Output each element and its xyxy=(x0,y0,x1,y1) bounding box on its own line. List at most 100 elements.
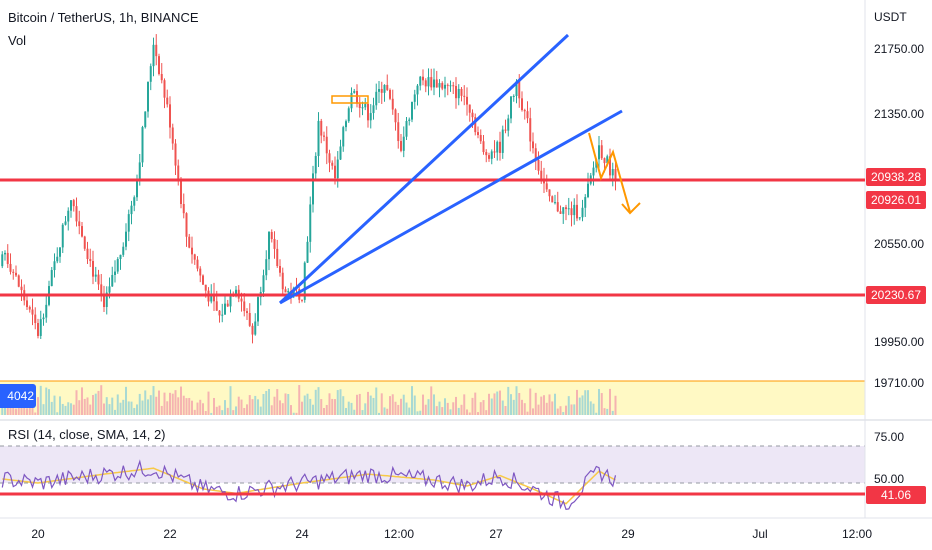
volume-bar xyxy=(20,406,23,415)
candle-body xyxy=(433,79,435,88)
volume-bar xyxy=(235,406,237,415)
volume-bar xyxy=(548,394,551,415)
volume-bar xyxy=(499,390,501,415)
projection-path[interactable] xyxy=(588,132,631,213)
volume-bar xyxy=(72,404,75,415)
candle-body xyxy=(221,314,224,316)
candle-body xyxy=(419,76,422,86)
candle-body xyxy=(61,224,64,248)
candle-body xyxy=(144,111,147,128)
candle-body xyxy=(284,289,287,293)
candle-body xyxy=(534,148,537,160)
candle-body xyxy=(452,85,455,87)
candle-body xyxy=(611,169,614,176)
volume-label[interactable]: Vol xyxy=(8,33,27,48)
candle-body xyxy=(510,96,512,119)
candle-body xyxy=(438,83,441,88)
volume-bar xyxy=(171,393,174,415)
rsi-label[interactable]: RSI (14, close, SMA, 14, 2) xyxy=(8,427,166,442)
currency-label: USDT xyxy=(874,10,907,24)
candle-body xyxy=(67,210,70,222)
candle-body xyxy=(301,299,303,301)
volume-bar xyxy=(254,395,257,415)
candle-body xyxy=(177,165,180,179)
volume-bar xyxy=(367,391,369,415)
candle-body xyxy=(449,85,452,87)
candle-body xyxy=(39,319,42,336)
candle-body xyxy=(182,203,185,214)
candle-body xyxy=(578,217,581,219)
volume-bar xyxy=(438,401,441,415)
volume-bar xyxy=(141,400,144,415)
candle-body xyxy=(42,317,45,320)
volume-bar xyxy=(606,408,609,415)
annotation-box[interactable] xyxy=(331,95,369,104)
candle-body xyxy=(257,297,259,322)
volume-bar xyxy=(94,393,97,415)
candle-body xyxy=(598,145,600,160)
volume-bar xyxy=(567,396,570,415)
volume-bar xyxy=(290,405,292,415)
candle-body xyxy=(9,263,12,272)
volume-bar xyxy=(48,389,50,415)
volume-bar xyxy=(4,406,6,415)
volume-bar xyxy=(191,400,193,415)
candle-body xyxy=(125,231,127,247)
candle-body xyxy=(455,86,457,99)
candle-body xyxy=(389,89,391,99)
volume-bar xyxy=(361,410,364,415)
candle-body xyxy=(163,80,166,98)
volume-bar xyxy=(603,408,606,415)
volume-bar xyxy=(419,410,422,415)
volume-bar xyxy=(485,410,488,415)
volume-bar xyxy=(463,394,466,415)
candle-body xyxy=(248,313,251,326)
candle-body xyxy=(334,165,336,179)
candle-body xyxy=(468,104,471,113)
volume-bar xyxy=(556,408,559,415)
volume-bar xyxy=(81,387,83,415)
candle-body xyxy=(576,204,578,219)
rsi-line xyxy=(1,459,617,510)
upper-trendline[interactable] xyxy=(278,33,570,305)
volume-bar xyxy=(435,406,438,415)
volume-bar xyxy=(512,399,515,415)
candle-body xyxy=(499,141,501,153)
volume-bar xyxy=(240,399,243,415)
candle-body xyxy=(89,259,92,262)
volume-bar xyxy=(532,408,534,415)
rsi-value-badge: 41.06 xyxy=(866,486,926,504)
candle-body xyxy=(422,76,424,81)
candle-body xyxy=(72,200,75,207)
candle-body xyxy=(215,301,218,311)
volume-bar xyxy=(350,402,353,415)
volume-bar xyxy=(372,397,375,415)
volume-bar xyxy=(232,410,235,415)
candle-body xyxy=(320,120,323,136)
volume-bar xyxy=(397,404,400,415)
volume-bar xyxy=(295,412,298,415)
price-badge-last: 20938.28 xyxy=(866,168,926,186)
candle-body xyxy=(240,298,243,302)
candle-body xyxy=(325,136,328,154)
volume-bar xyxy=(587,390,589,415)
volume-bar xyxy=(466,409,468,415)
candle-body xyxy=(226,303,229,307)
candle-body xyxy=(130,205,133,215)
symbol-title[interactable]: Bitcoin / TetherUS, 1h, BINANCE xyxy=(8,10,199,25)
volume-bar xyxy=(416,411,419,415)
volume-bar xyxy=(342,396,345,415)
price-tick-21350: 21350.00 xyxy=(874,107,924,121)
volume-bar xyxy=(490,398,493,415)
volume-bar xyxy=(97,390,100,415)
candle-body xyxy=(573,204,576,216)
time-tick-29: 29 xyxy=(621,527,635,541)
lower-trendline[interactable] xyxy=(279,109,623,305)
candle-body xyxy=(45,304,48,318)
volume-bar xyxy=(39,385,42,415)
volume-bar xyxy=(136,404,138,415)
volume-bar xyxy=(589,401,592,415)
volume-bar xyxy=(169,392,171,415)
volume-bar xyxy=(317,387,320,415)
